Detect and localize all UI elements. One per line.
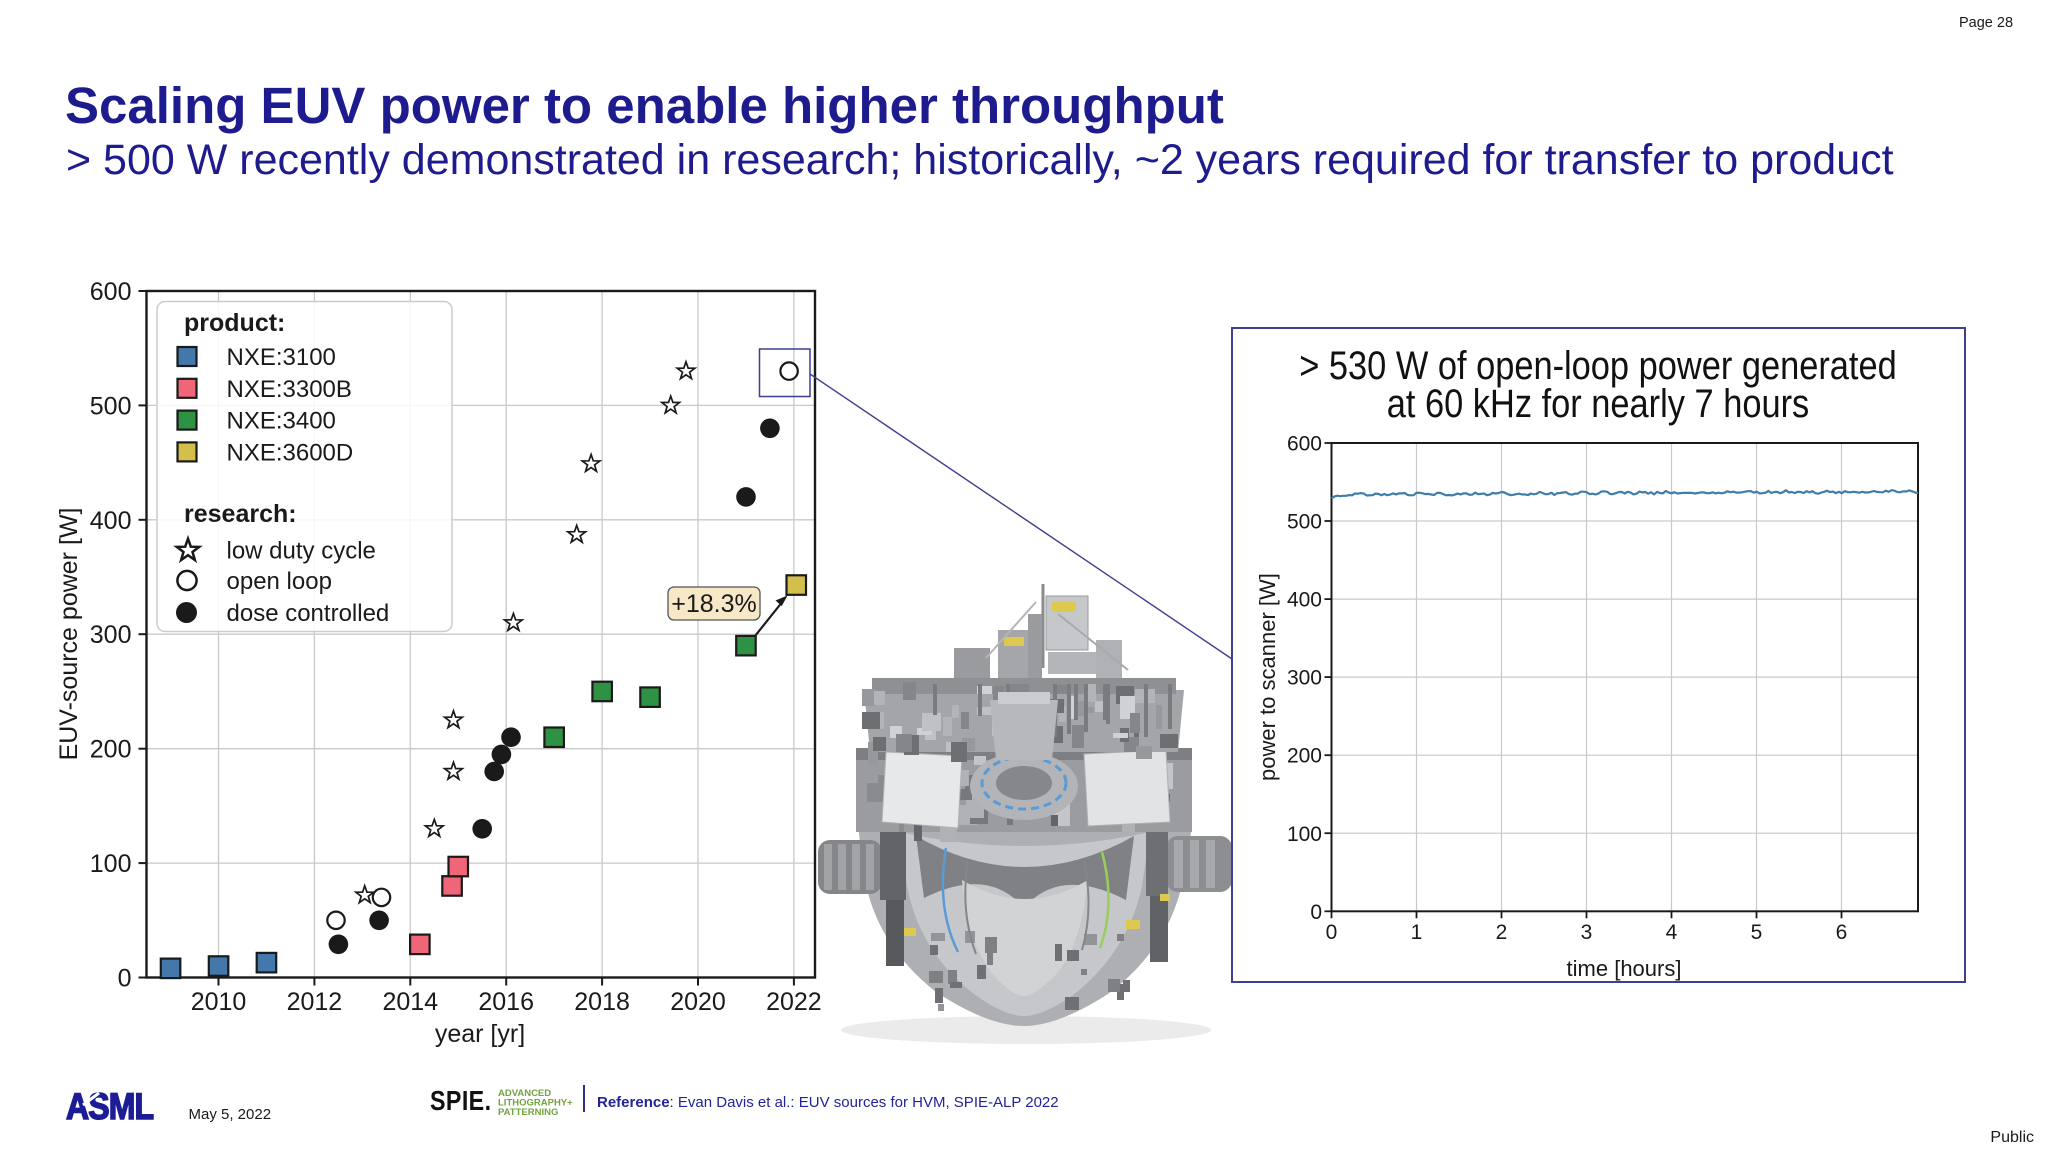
svg-text:LITHOGRAPHY+: LITHOGRAPHY+ — [498, 1098, 573, 1109]
svg-text:power to scanner [W]: power to scanner [W] — [1255, 573, 1280, 781]
svg-text:EUV-source power [W]: EUV-source power [W] — [55, 508, 83, 761]
svg-text:200: 200 — [90, 736, 132, 764]
svg-text:SPIE.: SPIE. — [430, 1086, 491, 1116]
svg-text:NXE:3300B: NXE:3300B — [227, 376, 352, 403]
svg-text:600: 600 — [90, 278, 132, 306]
svg-text:500: 500 — [90, 392, 132, 420]
svg-text:ADVANCED: ADVANCED — [498, 1088, 551, 1099]
svg-text:NXE:3400: NXE:3400 — [227, 408, 336, 435]
svg-text:dose controlled: dose controlled — [227, 600, 390, 627]
svg-text:600: 600 — [1287, 433, 1322, 456]
svg-text:NXE:3100: NXE:3100 — [227, 344, 336, 371]
svg-text:0: 0 — [1310, 901, 1322, 924]
svg-text:3: 3 — [1581, 921, 1593, 944]
svg-text:0: 0 — [1326, 921, 1338, 944]
svg-text:2020: 2020 — [670, 988, 726, 1016]
svg-text:1: 1 — [1411, 921, 1423, 944]
svg-text:> 530 W of open-loop power gen: > 530 W of open-loop power generated — [1299, 343, 1897, 388]
svg-text:Reference: Evan Davis et al.:: Reference: Evan Davis et al.: EUV source… — [597, 1094, 1059, 1111]
svg-text:4: 4 — [1666, 921, 1678, 944]
svg-text:2010: 2010 — [191, 988, 247, 1016]
svg-text:300: 300 — [1287, 667, 1322, 690]
svg-text:400: 400 — [90, 507, 132, 535]
svg-text:low duty cycle: low duty cycle — [227, 538, 376, 565]
svg-text:research:: research: — [184, 500, 297, 528]
svg-text:open loop: open loop — [227, 568, 332, 595]
svg-text:200: 200 — [1287, 745, 1322, 768]
svg-text:2016: 2016 — [478, 988, 534, 1016]
svg-text:Public: Public — [1990, 1129, 2034, 1146]
svg-text:500: 500 — [1287, 511, 1322, 534]
svg-text:time [hours]: time [hours] — [1567, 956, 1682, 981]
svg-text:+18.3%: +18.3% — [671, 590, 757, 618]
svg-text:6: 6 — [1836, 921, 1848, 944]
svg-text:NXE:3600D: NXE:3600D — [227, 439, 354, 466]
svg-text:100: 100 — [1287, 823, 1322, 846]
svg-text:100: 100 — [90, 850, 132, 878]
svg-text:2012: 2012 — [287, 988, 343, 1016]
svg-text:PATTERNING: PATTERNING — [498, 1107, 558, 1118]
svg-text:300: 300 — [90, 621, 132, 649]
svg-text:400: 400 — [1287, 589, 1322, 612]
svg-text:> 500 W recently demonstrated: > 500 W recently demonstrated in researc… — [66, 136, 1894, 184]
svg-text:2014: 2014 — [382, 988, 438, 1016]
svg-text:2: 2 — [1496, 921, 1508, 944]
svg-text:May 5, 2022: May 5, 2022 — [189, 1106, 272, 1123]
svg-text:0: 0 — [118, 965, 132, 993]
svg-text:Scaling EUV power to enable hi: Scaling EUV power to enable higher throu… — [65, 77, 1224, 134]
svg-text:2022: 2022 — [766, 988, 822, 1016]
svg-text:5: 5 — [1751, 921, 1763, 944]
svg-text:Page 28: Page 28 — [1959, 15, 2013, 31]
svg-text:ASML: ASML — [66, 1087, 154, 1128]
svg-text:2018: 2018 — [574, 988, 630, 1016]
svg-text:year [yr]: year [yr] — [435, 1020, 525, 1048]
svg-text:at 60 kHz for nearly 7 hours: at 60 kHz for nearly 7 hours — [1387, 381, 1809, 426]
svg-text:product:: product: — [184, 309, 285, 337]
